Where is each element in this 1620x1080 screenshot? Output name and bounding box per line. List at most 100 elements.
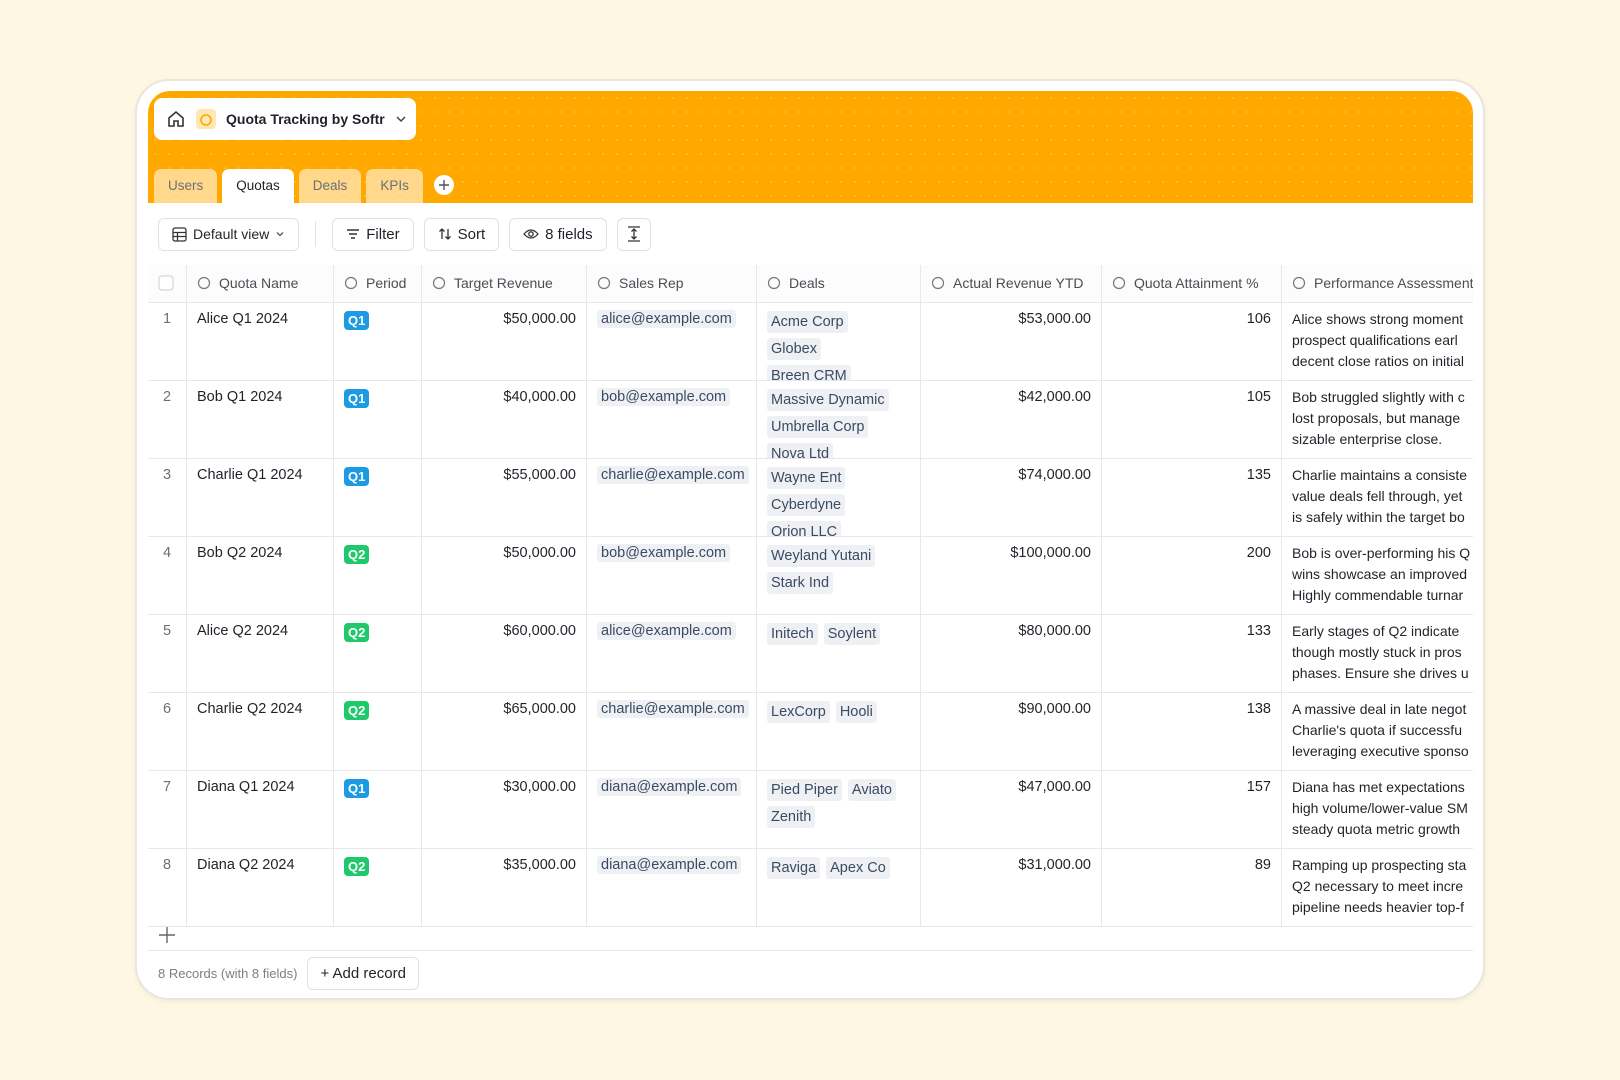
chevron — [276, 232, 284, 237]
app-frame: Quota Tracking by Softr Users Quotas Deals… — [148, 91, 1473, 997]
cell: LexCorp Hooli — [757, 693, 921, 770]
target-revenue: $65,000.00 — [503, 701, 576, 717]
column-header[interactable]: Sales Rep — [587, 265, 757, 302]
cell: Q2 — [334, 693, 422, 770]
deal-chip[interactable]: Wayne Ent — [767, 467, 846, 489]
add-row[interactable] — [148, 918, 1473, 951]
record-row[interactable]: 2 Bob Q1 2024 Q1 $40,000.00 bob@example.com M… — [148, 381, 1473, 459]
field-icon — [197, 276, 211, 290]
deal-chip[interactable]: Soylent — [823, 623, 881, 645]
target-revenue: $50,000.00 — [503, 311, 576, 327]
add-record-button[interactable]: + Add record — [307, 957, 419, 990]
fields-button[interactable]: 8 fields — [509, 217, 607, 251]
deal-chip[interactable]: Aviato — [847, 779, 896, 801]
column-header[interactable]: Performance Assessment — [1282, 265, 1473, 302]
assessment-line: Charlie maintains a consiste — [1292, 467, 1468, 483]
assessment-line: phases. Ensure she drives u — [1292, 665, 1469, 681]
sales-rep: diana@example.com — [597, 856, 742, 874]
view-button[interactable]: Default view — [158, 217, 300, 251]
row-number: 4 — [162, 545, 172, 561]
tab[interactable]: Users — [154, 169, 218, 203]
assessment-line: leveraging executive sponso — [1292, 743, 1469, 759]
column-header[interactable]: Quota Name — [187, 265, 334, 302]
deal-chip[interactable]: Initech — [767, 623, 818, 645]
field-icon — [1292, 276, 1306, 290]
deal-chip[interactable]: Acme Corp — [767, 311, 848, 333]
tab[interactable]: Deals — [298, 169, 362, 203]
cell: charlie@example.com — [587, 693, 757, 770]
sales-rep: alice@example.com — [597, 310, 736, 328]
cell: $50,000.00 — [422, 537, 587, 614]
cell: $31,000.00 — [921, 849, 1102, 926]
record-row[interactable]: 1 Alice Q1 2024 Q1 $50,000.00 alice@example.… — [148, 303, 1473, 381]
column-header[interactable]: Target Revenue — [422, 265, 587, 302]
deal-chip[interactable]: Apex Co — [826, 857, 890, 879]
deal-chip[interactable]: Weyland Yutani — [767, 545, 876, 567]
cell: Initech Soylent — [757, 615, 921, 692]
plus-icon[interactable] — [438, 180, 449, 190]
deal-chip[interactable]: Raviga — [767, 857, 821, 879]
cell: Bob struggled slightly with c lost propos… — [1282, 381, 1473, 458]
quota-attainment: 138 — [1246, 701, 1271, 717]
deal-chip[interactable]: Stark Ind — [767, 572, 834, 594]
cell: Bob is over-performing his Q wins showcas… — [1282, 537, 1473, 614]
record-row[interactable]: 4 Bob Q2 2024 Q2 $50,000.00 bob@example.com W… — [148, 537, 1473, 615]
tab[interactable]: Quotas — [222, 169, 294, 203]
deal-chip[interactable]: Pied Piper — [767, 779, 842, 801]
deal-chip[interactable]: Cyberdyne — [767, 494, 846, 516]
plus-icon[interactable] — [158, 926, 176, 944]
data-grid: Quota Name Period Target Revenue Sales Rep D… — [148, 265, 1473, 927]
record-row[interactable]: 5 Alice Q2 2024 Q2 $60,000.00 alice@example.… — [148, 615, 1473, 693]
cell: 3 — [148, 459, 187, 536]
tab[interactable]: KPIs — [366, 169, 423, 203]
cell: 135 — [1102, 459, 1282, 536]
record-row[interactable]: 7 Diana Q1 2024 Q1 $30,000.00 diana@example.… — [148, 771, 1473, 849]
row-number: 7 — [162, 779, 172, 795]
actual-revenue: $80,000.00 — [1018, 623, 1091, 639]
column-title: Deals — [789, 275, 825, 291]
cell: $40,000.00 — [422, 381, 587, 458]
deal-chip[interactable]: Massive Dynamic — [767, 389, 889, 411]
assessment-line: high volume/lower-value SM — [1292, 800, 1468, 816]
column-header[interactable]: Quota Attainment % — [1102, 265, 1282, 302]
deal-chip[interactable]: Nova Ltd — [767, 443, 834, 458]
assessment-line: decent close ratios on initial — [1292, 353, 1464, 369]
select-all[interactable] — [148, 265, 187, 302]
column-header[interactable]: Actual Revenue YTD — [921, 265, 1102, 302]
deal-chip[interactable]: Orion LLC — [767, 521, 842, 536]
column-title: Target Revenue — [454, 275, 553, 291]
app-switcher[interactable]: Quota Tracking by Softr — [154, 98, 416, 140]
row-height-button[interactable] — [616, 217, 651, 251]
period-badge: Q1 — [344, 389, 370, 408]
cell: Q1 — [334, 459, 422, 536]
app-icon — [196, 109, 216, 129]
deal-chip[interactable]: Breen CRM — [767, 365, 851, 380]
record-row[interactable]: 6 Charlie Q2 2024 Q2 $65,000.00 charlie@exam… — [148, 693, 1473, 771]
cell: diana@example.com — [587, 849, 757, 926]
quota-attainment: 157 — [1246, 779, 1271, 795]
assessment-line: Q2 necessary to meet incre — [1292, 878, 1464, 894]
cell: Charlie Q1 2024 — [187, 459, 334, 536]
assessment-line: Highly commendable turnar — [1292, 587, 1464, 603]
cell: Raviga Apex Co — [757, 849, 921, 926]
home-icon[interactable] — [166, 109, 186, 129]
actual-revenue: $74,000.00 — [1018, 467, 1091, 483]
add-tab[interactable] — [433, 175, 454, 195]
deal-chip[interactable]: Umbrella Corp — [767, 416, 869, 438]
deal-chip[interactable]: LexCorp — [767, 701, 830, 723]
row-number: 5 — [162, 623, 172, 639]
cell: $100,000.00 — [921, 537, 1102, 614]
deal-chip[interactable]: Hooli — [835, 701, 877, 723]
target-revenue: $40,000.00 — [503, 389, 576, 405]
column-header[interactable]: Deals — [757, 265, 921, 302]
assessment-line: is safely within the target bo — [1292, 509, 1465, 525]
sort-button[interactable]: Sort — [423, 217, 500, 251]
column-header[interactable]: Period — [334, 265, 422, 302]
record-row[interactable]: 8 Diana Q2 2024 Q2 $35,000.00 diana@example.… — [148, 849, 1473, 927]
deal-chip[interactable]: Zenith — [767, 806, 816, 828]
checkbox[interactable] — [158, 275, 174, 291]
filter-button[interactable]: Filter — [332, 217, 414, 251]
cell: A massive deal in late negot Charlie's qu… — [1282, 693, 1473, 770]
deal-chip[interactable]: Globex — [767, 338, 821, 360]
record-row[interactable]: 3 Charlie Q1 2024 Q1 $55,000.00 charlie@exam… — [148, 459, 1473, 537]
